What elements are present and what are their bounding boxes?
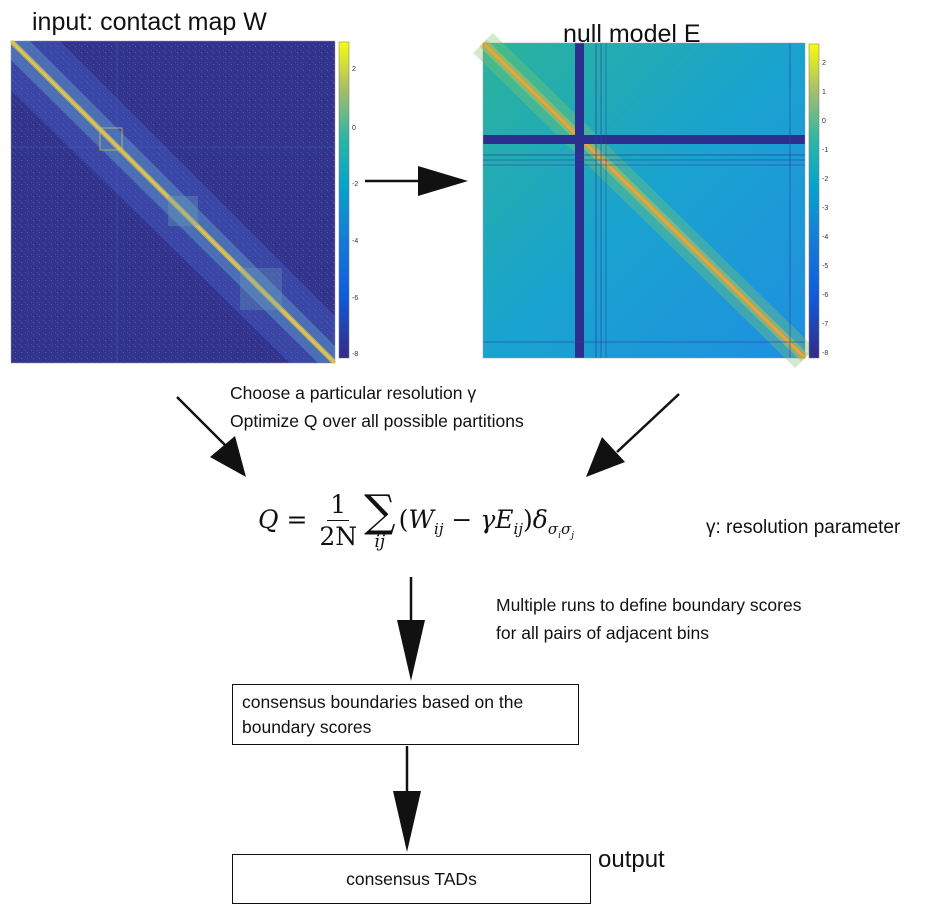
colorbar-left-tick: -6	[352, 295, 359, 302]
consensus-tads-box: consensus TADs	[232, 854, 591, 904]
arrow-input-to-null	[365, 166, 468, 196]
output-label: output	[598, 846, 665, 873]
formula-fraction: 1 2N	[319, 490, 357, 553]
step-optimize-q: Optimize Q over all possible partitions	[230, 411, 524, 431]
consensus-tads-text: consensus TADs	[346, 868, 477, 889]
modularity-formula: Q = 1 2N ∑ ij (Wij − γEij)δσiσj	[258, 485, 574, 553]
colorbar-left-tick: 0	[352, 125, 356, 132]
colorbar-right-tick: -2	[822, 176, 829, 183]
colorbar-left-tick: -4	[352, 238, 359, 245]
arrow-input-to-formula	[176, 396, 246, 477]
step-multiple-runs-line2: for all pairs of adjacent bins	[496, 623, 710, 643]
colorbar-right-tick: -5	[822, 263, 829, 270]
formula-body: (Wij − γEij)δσiσj	[398, 505, 574, 541]
colorbar-left-tick: 2	[352, 66, 356, 73]
sum-sigma-icon: ∑	[364, 485, 396, 537]
formula-frac-den: 2N	[319, 522, 358, 551]
colorbar-right	[808, 43, 820, 359]
arrow-formula-to-boundaries	[397, 577, 425, 681]
colorbar-right-tick: -1	[822, 147, 829, 154]
formula-sum-sub: ij	[374, 531, 386, 552]
consensus-boundaries-box: consensus boundaries based on the bounda…	[232, 684, 579, 745]
formula-q: Q	[258, 505, 279, 534]
formula-equals: =	[286, 505, 308, 534]
step-multiple-runs-line1: Multiple runs to define boundary scores	[496, 595, 802, 615]
colorbar-right-tick: 0	[822, 118, 826, 125]
colorbar-right-tick: -6	[822, 292, 829, 299]
arrow-null-to-formula	[586, 393, 680, 477]
colorbar-right-tick: -4	[822, 234, 829, 241]
colorbar-right-tick: -3	[822, 205, 829, 212]
colorbar-left-tick: -8	[352, 351, 359, 358]
colorbar-right-tick: -7	[822, 321, 829, 328]
colorbar-right-tick: 1	[822, 89, 826, 96]
arrow-boundaries-to-tads	[393, 746, 421, 852]
gamma-parameter-label: γ: resolution parameter	[706, 517, 901, 538]
null-model-heatmap	[473, 32, 815, 369]
colorbar-right-tick: 2	[822, 60, 826, 67]
consensus-boundaries-text: consensus boundaries based on the bounda…	[242, 692, 524, 737]
formula-sum: ∑ ij	[364, 485, 396, 552]
formula-frac-num: 1	[327, 490, 350, 521]
colorbar-right-tick: -8	[822, 350, 829, 357]
input-map-title: input: contact map W	[32, 8, 267, 36]
contact-map-heatmap	[9, 39, 337, 365]
colorbar-left-tick: -2	[352, 181, 359, 188]
colorbar-left	[338, 41, 350, 359]
step-choose-resolution: Choose a particular resolution γ	[230, 383, 477, 403]
